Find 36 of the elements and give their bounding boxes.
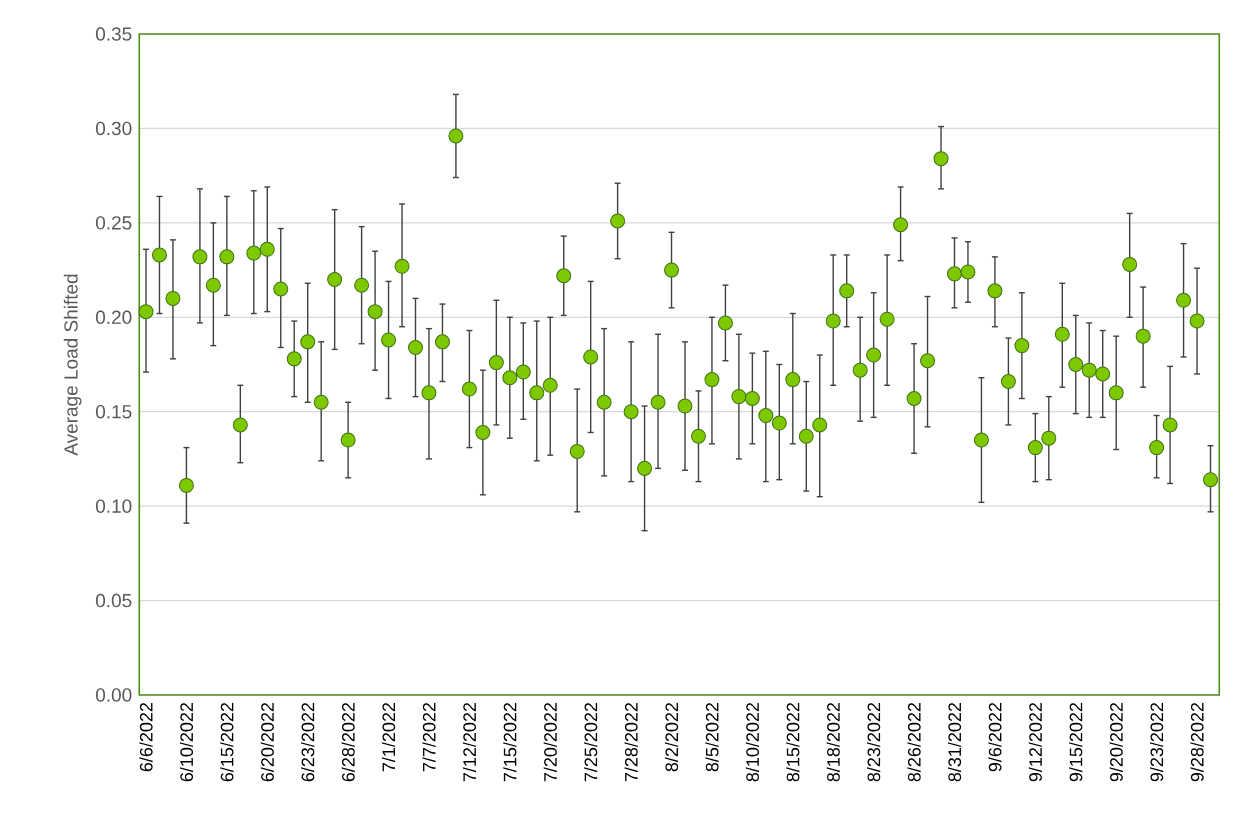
- y-tick-label: 0.35: [95, 27, 132, 41]
- x-tick-label: 8/15/2022: [786, 703, 800, 782]
- x-tick-label: 6/15/2022: [220, 703, 234, 782]
- x-tick-label: 6/20/2022: [260, 703, 274, 782]
- x-tick-label: 8/10/2022: [745, 703, 759, 782]
- y-tick-label: 0.20: [95, 310, 132, 325]
- x-tick-label: 7/15/2022: [503, 703, 517, 782]
- x-tick-label: 7/28/2022: [624, 703, 638, 782]
- x-tick-label: 6/10/2022: [179, 703, 194, 782]
- x-tick-label: 9/6/2022: [988, 702, 1002, 772]
- y-tick-label: 0.30: [95, 121, 132, 136]
- x-tick-label: 9/12/2022: [1028, 703, 1042, 782]
- x-tick-label: 8/26/2022: [907, 703, 921, 782]
- x-tick-label: 7/25/2022: [584, 703, 598, 782]
- x-tick-label: 6/23/2022: [301, 703, 315, 782]
- x-tick-label: 9/23/2022: [1150, 703, 1164, 782]
- x-tick-label: 6/28/2022: [341, 703, 355, 782]
- y-tick-label: 0.25: [95, 216, 132, 230]
- x-tick-label: 7/1/2022: [381, 702, 396, 772]
- y-axis-title: Average Load Shifted: [63, 274, 82, 456]
- x-tick-label: 8/5/2022: [705, 702, 719, 772]
- x-tick-label: 8/23/2022: [867, 703, 881, 782]
- x-tick-label: 7/20/2022: [543, 703, 557, 782]
- y-tick-label: 0.00: [95, 688, 132, 702]
- y-tick-label: 0.10: [95, 499, 132, 513]
- x-tick-label: 9/15/2022: [1069, 703, 1083, 782]
- x-tick-label: 7/12/2022: [462, 703, 477, 782]
- y-tick-label: 0.05: [95, 593, 132, 608]
- x-tick-label: 8/2/2022: [664, 702, 679, 772]
- x-tick-label: 6/6/2022: [139, 702, 153, 772]
- x-tick-label: 8/18/2022: [826, 703, 840, 782]
- x-tick-label: 9/28/2022: [1190, 703, 1204, 782]
- y-tick-label: 0.15: [95, 404, 132, 419]
- x-tick-label: 7/7/2022: [422, 702, 436, 772]
- x-tick-label: 8/31/2022: [947, 703, 962, 782]
- x-tick-label: 9/20/2022: [1109, 703, 1123, 782]
